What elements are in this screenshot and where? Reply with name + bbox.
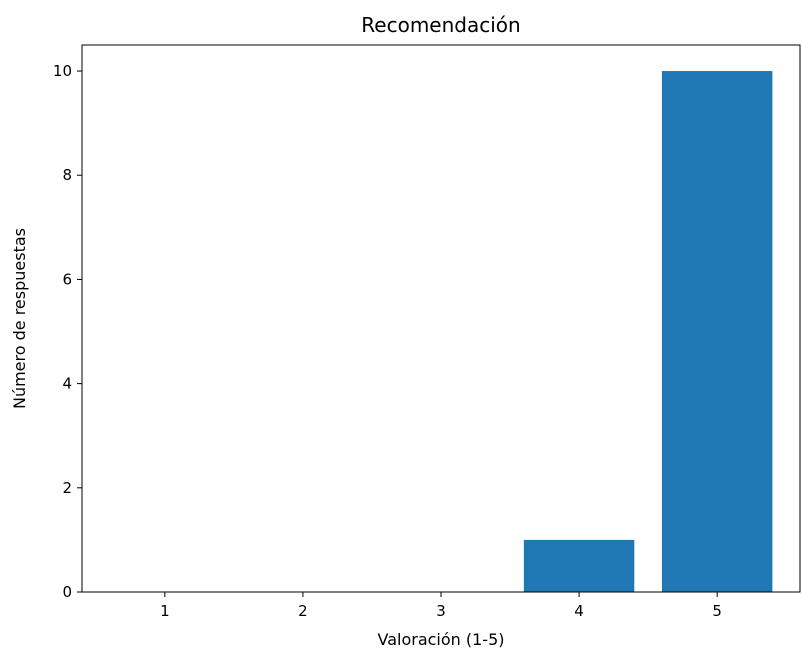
x-tick-label-5: 5 — [712, 602, 722, 620]
x-tick-label-1: 1 — [160, 602, 170, 620]
x-tick-label-4: 4 — [574, 602, 584, 620]
y-axis-label: Número de respuestas — [10, 228, 29, 409]
bar-4 — [523, 539, 635, 592]
y-tick-label-4: 4 — [62, 375, 72, 393]
x-axis-label: Valoración (1-5) — [378, 630, 505, 649]
y-tick-label-2: 2 — [62, 479, 72, 497]
y-tick-label-0: 0 — [62, 583, 72, 601]
bar-5 — [661, 71, 773, 593]
x-tick-label-3: 3 — [436, 602, 446, 620]
x-tick-label-2: 2 — [298, 602, 308, 620]
y-tick-label-6: 6 — [62, 270, 72, 288]
bars-group — [523, 71, 773, 593]
chart-title: Recomendación — [361, 13, 520, 37]
plot-frame — [81, 44, 801, 593]
ticks-group: 1 2 3 4 5 0 2 4 6 8 10 — [53, 62, 722, 620]
y-tick-label-8: 8 — [62, 166, 72, 184]
y-tick-label-10: 10 — [53, 62, 72, 80]
